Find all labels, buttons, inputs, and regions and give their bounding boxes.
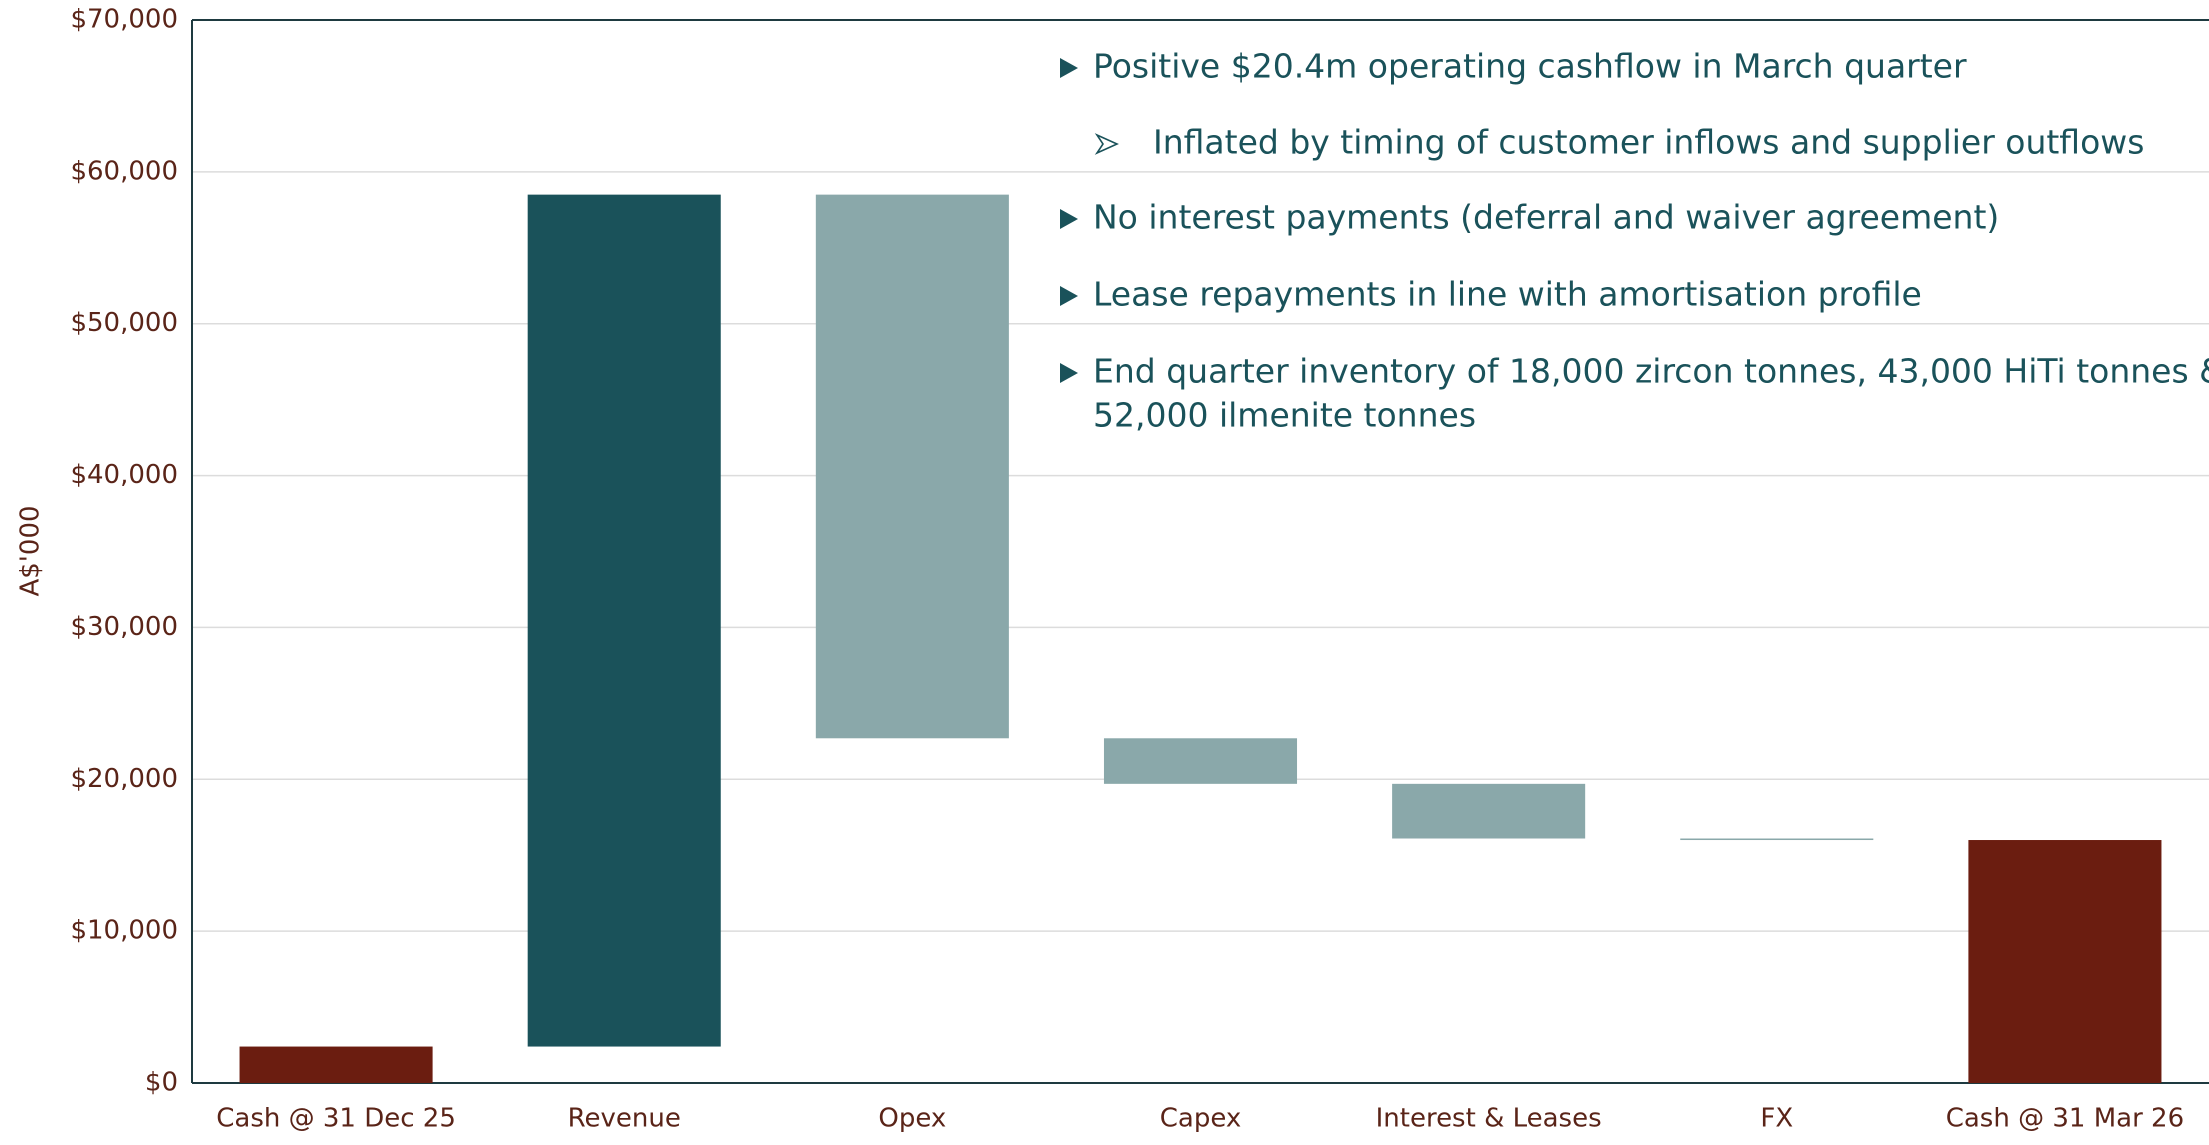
x-tick-label: Revenue	[568, 1104, 681, 1134]
bar	[1103, 738, 1298, 784]
annotation-text: Inflated by timing of customer inflows a…	[1153, 123, 2144, 162]
x-tick-label: Capex	[1160, 1104, 1242, 1134]
x-tick-label: Cash @ 31 Mar 26	[1946, 1104, 2184, 1134]
bar	[815, 194, 1009, 739]
y-tick-label: $10,000	[70, 916, 178, 946]
bullet	[1060, 363, 1078, 383]
bar	[1392, 783, 1586, 839]
bullet	[1094, 133, 1119, 155]
y-tick-label: $30,000	[70, 612, 178, 642]
bar	[1968, 840, 2162, 1083]
bar	[239, 1046, 433, 1083]
bullet	[1060, 209, 1078, 229]
annotation-text: End quarter inventory of 18,000 zircon t…	[1093, 352, 2209, 391]
x-tick-label: FX	[1760, 1104, 1793, 1134]
annotation-text: No interest payments (deferral and waive…	[1093, 198, 1999, 237]
x-tick-label: Interest & Leases	[1376, 1104, 1602, 1134]
bullet	[1060, 286, 1078, 306]
annotation-text: 52,000 ilmenite tonnes	[1093, 396, 1476, 435]
y-tick-label: $0	[145, 1068, 178, 1098]
bar	[527, 194, 721, 1047]
y-tick-label: $50,000	[70, 308, 178, 338]
bullet	[1060, 58, 1078, 78]
y-tick-label: $60,000	[70, 156, 178, 186]
y-axis-label: A$'000	[16, 505, 46, 596]
y-tick-label: $70,000	[70, 5, 178, 35]
y-tick-label: $40,000	[70, 460, 178, 490]
y-tick-label: $20,000	[70, 764, 178, 794]
x-tick-label: Opex	[878, 1104, 946, 1134]
annotation-text: Lease repayments in line with amortisati…	[1093, 275, 1922, 314]
bar	[1680, 838, 1874, 841]
annotation-text: Positive $20.4m operating cashflow in Ma…	[1093, 47, 1967, 86]
x-tick-label: Cash @ 31 Dec 25	[216, 1104, 456, 1134]
